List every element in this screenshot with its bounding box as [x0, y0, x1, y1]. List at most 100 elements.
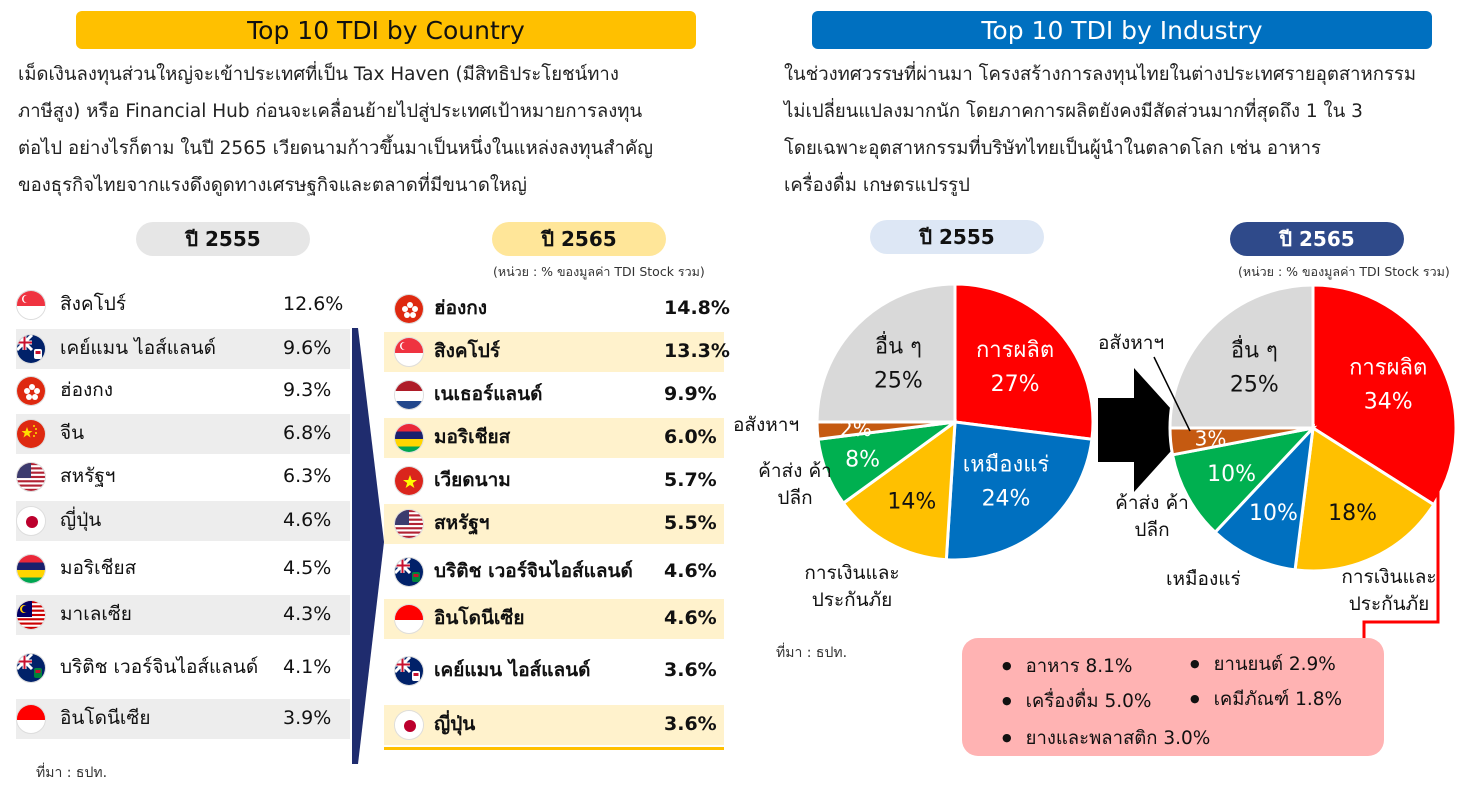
country-year-2565-pill: ปี 2565	[492, 222, 666, 256]
pie-slice-label: เหมืองแร่	[963, 453, 1050, 478]
cayman-islands-flag-icon	[16, 334, 46, 364]
pie-slice-label: อื่น ๆ	[875, 330, 922, 359]
country-name: สหรัฐฯ	[434, 512, 490, 534]
country-row: อินโดนีเซีย 4.6%	[384, 598, 724, 639]
country-year-2555-pill: ปี 2555	[136, 222, 310, 256]
country-row: มอริเชียส 6.0%	[384, 417, 724, 458]
country-value: 5.7%	[664, 469, 717, 491]
pie-slice	[953, 282, 1095, 441]
country-name: อินโดนีเซีย	[60, 707, 151, 729]
transition-wedge	[352, 328, 384, 764]
country-value: 4.6%	[664, 560, 717, 582]
country-row: ญี่ปุ่น 3.6%	[384, 704, 724, 745]
leader-line	[1153, 356, 1191, 432]
indonesia-flag-icon	[16, 704, 46, 734]
country-row: มาเลเซีย 4.3%	[16, 594, 350, 635]
transition-wedge-shape	[352, 328, 384, 764]
netherlands-flag-icon	[394, 380, 424, 410]
country-row: เวียดนาม 5.7%	[394, 460, 724, 500]
country-name: สหรัฐฯ	[60, 465, 116, 487]
country-row: เคย์แมน ไอส์แลนด์ 9.6%	[16, 328, 350, 369]
hong-kong-flag-icon	[16, 376, 46, 406]
row-band	[384, 418, 724, 458]
indonesia-flag-icon	[394, 604, 424, 634]
pie-value-label: 34%	[1364, 390, 1413, 415]
country-unit-note: (หน่วย : % ของมูลค่า TDI Stock รวม)	[493, 264, 705, 279]
country-paragraph-line: เม็ดเงินลงทุนส่วนใหญ่จะเข้าประเทศที่เป็น…	[18, 64, 619, 85]
arrow-right-icon	[1098, 368, 1190, 492]
malaysia-flag-icon	[16, 600, 46, 630]
breakdown-item: อาหาร 8.1%	[1002, 652, 1133, 681]
country-value: 4.5%	[283, 557, 332, 579]
country-section-title: Top 10 TDI by Country	[76, 11, 696, 49]
industry-paragraph-line: ไม่เปลี่ยนแปลงมากนัก โดยภาคการผลิตยังคงม…	[784, 101, 1363, 122]
pie-slice-label: อื่น ๆ	[1231, 334, 1278, 363]
row-band	[384, 504, 724, 544]
breakdown-item: ยางและพลาสติก 3.0%	[1002, 724, 1211, 753]
country-value: 3.9%	[283, 707, 332, 729]
country-name: บริติช เวอร์จินไอส์แลนด์	[60, 656, 259, 678]
pie-slice-label: การผลิต	[976, 338, 1054, 363]
table-2565-bottom-rule	[384, 747, 724, 750]
japan-flag-icon	[16, 506, 46, 536]
country-name: ญี่ปุ่น	[434, 713, 476, 735]
country-source-note: ที่มา : ธปท.	[36, 765, 108, 781]
industry-paragraph-line: โดยเฉพาะอุตสาหกรรมที่บริษัทไทยเป็นผู้นำใ…	[784, 138, 1321, 159]
british-virgin-islands-flag-icon	[16, 653, 46, 683]
pie-value-label: 2%	[840, 417, 872, 441]
pie-chart-2555: การผลิต 27% เหมืองแร่ 24% 14% 8% 2% อื่น ๆ 25%	[815, 282, 1095, 562]
country-row: ฮ่องกง 14.8%	[394, 288, 730, 328]
industry-source-note: ที่มา : ธปท.	[776, 645, 848, 661]
industry-paragraph-line: ในช่วงทศวรรษที่ผ่านมา โครงสร้างการลงทุนไ…	[784, 64, 1417, 85]
pie-value-label: 10%	[1249, 501, 1298, 526]
country-row: สิงคโปร์ 13.3%	[384, 331, 730, 372]
industry-section-title: Top 10 TDI by Industry	[812, 11, 1432, 49]
country-row: บริติช เวอร์จินไอส์แลนด์ 4.1%	[16, 647, 350, 687]
country-value: 5.5%	[664, 512, 717, 534]
pie-slice	[1168, 283, 1315, 430]
japan-flag-icon	[394, 710, 424, 740]
pie-chart-2565: การผลิต 34% 18% 10% 10% 3% อื่น ๆ 25%	[1168, 283, 1458, 573]
pie-slice	[1170, 425, 1318, 535]
country-value: 6.8%	[283, 422, 332, 444]
manufacturing-breakdown-box: อาหาร 8.1% ยานยนต์ 2.9% เครื่องดื่ม 5.0%…	[962, 638, 1384, 756]
breakdown-item: ยานยนต์ 2.9%	[1190, 650, 1336, 679]
pie-slice	[841, 418, 957, 562]
country-name: ญี่ปุ่น	[60, 509, 102, 531]
country-row: ญี่ปุ่น 4.6%	[16, 500, 350, 541]
mauritius-flag-icon	[16, 554, 46, 584]
pie-value-label: 14%	[887, 490, 936, 515]
pie2565-label-finance: การเงินและ ประกันภัย	[1341, 566, 1437, 615]
pie2555-label-retail: ค้าส่ง ค้าปลีก	[758, 460, 832, 509]
row-band	[16, 501, 350, 541]
arrow-right-shape	[1098, 368, 1190, 492]
country-row: ฮ่องกง 9.3%	[16, 370, 350, 410]
row-band	[16, 329, 350, 369]
pie-slice	[1212, 423, 1316, 572]
country-value: 9.9%	[664, 383, 717, 405]
country-name: เคย์แมน ไอส์แลนด์	[60, 337, 216, 359]
country-paragraph-line: ของธุรกิจไทยจากแรงดึงดูดทางเศรษฐกิจและตล…	[18, 175, 527, 196]
pie-value-label: 8%	[845, 448, 880, 473]
pie2565-leader-line	[1153, 356, 1191, 432]
country-name: มอริเชียส	[434, 426, 511, 448]
pie-slice	[944, 420, 1094, 562]
country-value: 9.6%	[283, 337, 332, 359]
country-paragraph-line: ภาษีสูง) หรือ Financial Hub ก่อนจะเคลื่อ…	[18, 101, 643, 122]
country-name: อินโดนีเซีย	[434, 607, 525, 629]
pie-value-label: 24%	[982, 487, 1031, 512]
china-flag-icon	[16, 419, 46, 449]
row-band	[384, 705, 724, 745]
country-value: 4.6%	[664, 607, 717, 629]
country-name: เวียดนาม	[434, 469, 511, 491]
country-paragraph-line: ต่อไป อย่างไรก็ตาม ในปี 2565 เวียดนามก้า…	[18, 138, 654, 159]
country-row: เคย์แมน ไอส์แลนด์ 3.6%	[394, 650, 724, 690]
pie-value-label: 25%	[1230, 372, 1279, 397]
pie2565-label-mining: เหมืองแร่	[1166, 568, 1241, 590]
pie2565-label-real-estate: อสังหาฯ	[1098, 332, 1165, 354]
country-row: มอริเชียส 4.5%	[16, 548, 350, 588]
country-value: 4.1%	[283, 656, 332, 678]
usa-flag-icon	[16, 462, 46, 492]
country-row: อินโดนีเซีย 3.9%	[16, 698, 350, 739]
row-band	[16, 699, 350, 739]
